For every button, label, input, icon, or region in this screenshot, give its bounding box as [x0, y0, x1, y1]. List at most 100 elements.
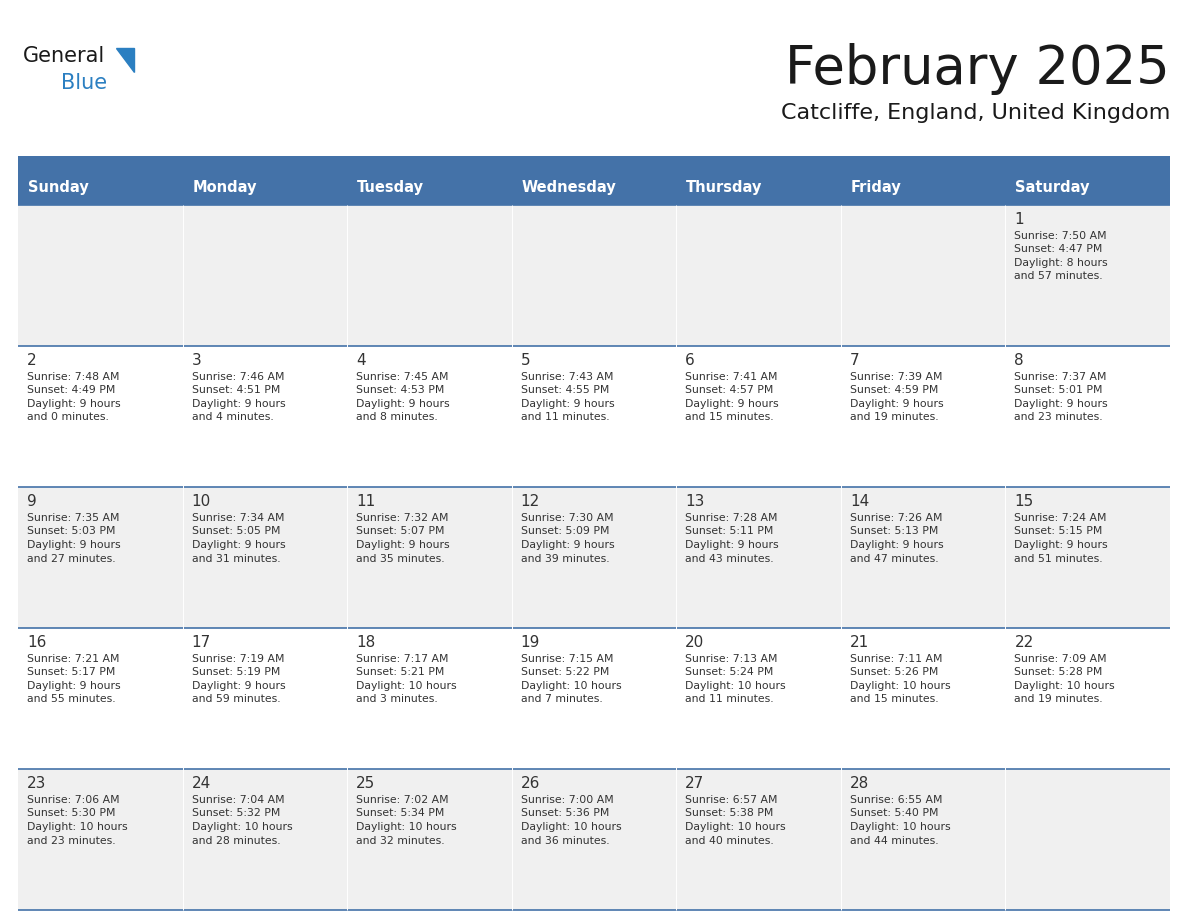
Text: Sunset: 5:05 PM: Sunset: 5:05 PM: [191, 527, 280, 536]
Text: 6: 6: [685, 353, 695, 368]
Text: Sunrise: 7:41 AM: Sunrise: 7:41 AM: [685, 372, 778, 382]
Text: Sunrise: 7:11 AM: Sunrise: 7:11 AM: [849, 654, 942, 664]
Bar: [18, 156, 1170, 170]
Text: 8: 8: [1015, 353, 1024, 368]
Text: Sunrise: 7:09 AM: Sunrise: 7:09 AM: [1015, 654, 1107, 664]
Text: Sunrise: 7:15 AM: Sunrise: 7:15 AM: [520, 654, 613, 664]
Text: 24: 24: [191, 776, 210, 791]
Text: and 19 minutes.: and 19 minutes.: [1015, 695, 1102, 704]
Text: Daylight: 9 hours: Daylight: 9 hours: [520, 540, 614, 550]
Text: Daylight: 9 hours: Daylight: 9 hours: [191, 399, 285, 409]
Bar: [841, 769, 1005, 910]
Text: and 4 minutes.: and 4 minutes.: [191, 412, 273, 422]
Text: Daylight: 10 hours: Daylight: 10 hours: [685, 681, 786, 691]
Bar: [183, 487, 347, 628]
Text: Daylight: 9 hours: Daylight: 9 hours: [27, 399, 121, 409]
Text: Sunset: 5:19 PM: Sunset: 5:19 PM: [191, 667, 280, 677]
Text: and 7 minutes.: and 7 minutes.: [520, 695, 602, 704]
Text: Tuesday: Tuesday: [358, 180, 424, 195]
Text: Sunrise: 7:45 AM: Sunrise: 7:45 AM: [356, 372, 449, 382]
Text: Daylight: 10 hours: Daylight: 10 hours: [27, 822, 127, 832]
Bar: [676, 487, 841, 628]
Bar: [347, 346, 512, 487]
Text: Sunset: 5:03 PM: Sunset: 5:03 PM: [27, 527, 115, 536]
Text: Sunrise: 7:00 AM: Sunrise: 7:00 AM: [520, 795, 613, 805]
Text: and 23 minutes.: and 23 minutes.: [1015, 412, 1102, 422]
Text: Monday: Monday: [192, 180, 257, 195]
Text: 4: 4: [356, 353, 366, 368]
Text: and 15 minutes.: and 15 minutes.: [685, 412, 773, 422]
Text: Sunset: 5:21 PM: Sunset: 5:21 PM: [356, 667, 444, 677]
Text: 21: 21: [849, 635, 870, 650]
Text: Sunrise: 7:26 AM: Sunrise: 7:26 AM: [849, 513, 942, 523]
Text: Sunrise: 7:24 AM: Sunrise: 7:24 AM: [1015, 513, 1107, 523]
Text: Sunset: 5:28 PM: Sunset: 5:28 PM: [1015, 667, 1102, 677]
Text: Catcliffe, England, United Kingdom: Catcliffe, England, United Kingdom: [781, 103, 1170, 123]
Text: and 40 minutes.: and 40 minutes.: [685, 835, 775, 845]
Text: Daylight: 9 hours: Daylight: 9 hours: [520, 399, 614, 409]
Text: Sunset: 5:11 PM: Sunset: 5:11 PM: [685, 527, 773, 536]
Text: Sunrise: 7:34 AM: Sunrise: 7:34 AM: [191, 513, 284, 523]
Bar: [347, 170, 512, 205]
Bar: [347, 487, 512, 628]
Bar: [676, 170, 841, 205]
Bar: [18, 769, 183, 910]
Text: and 31 minutes.: and 31 minutes.: [191, 554, 280, 564]
Text: Sunday: Sunday: [29, 180, 89, 195]
Text: 7: 7: [849, 353, 859, 368]
Text: Daylight: 10 hours: Daylight: 10 hours: [356, 681, 456, 691]
Text: 14: 14: [849, 494, 870, 509]
Bar: [512, 346, 676, 487]
Text: 22: 22: [1015, 635, 1034, 650]
Text: Sunrise: 7:32 AM: Sunrise: 7:32 AM: [356, 513, 449, 523]
Text: Sunrise: 7:39 AM: Sunrise: 7:39 AM: [849, 372, 942, 382]
Text: and 15 minutes.: and 15 minutes.: [849, 695, 939, 704]
Text: 26: 26: [520, 776, 541, 791]
Text: 18: 18: [356, 635, 375, 650]
Text: 9: 9: [27, 494, 37, 509]
Bar: [841, 170, 1005, 205]
Text: Sunset: 5:40 PM: Sunset: 5:40 PM: [849, 809, 939, 819]
Text: 5: 5: [520, 353, 530, 368]
Bar: [347, 205, 512, 346]
Text: Sunrise: 7:02 AM: Sunrise: 7:02 AM: [356, 795, 449, 805]
Text: Sunset: 4:53 PM: Sunset: 4:53 PM: [356, 386, 444, 396]
Text: Sunset: 4:59 PM: Sunset: 4:59 PM: [849, 386, 939, 396]
Text: Sunset: 5:15 PM: Sunset: 5:15 PM: [1015, 527, 1102, 536]
Text: 17: 17: [191, 635, 210, 650]
Bar: [676, 205, 841, 346]
Bar: [1005, 628, 1170, 769]
Text: Sunrise: 7:06 AM: Sunrise: 7:06 AM: [27, 795, 120, 805]
Text: Sunset: 5:26 PM: Sunset: 5:26 PM: [849, 667, 939, 677]
Text: Daylight: 9 hours: Daylight: 9 hours: [191, 540, 285, 550]
Text: Daylight: 9 hours: Daylight: 9 hours: [27, 681, 121, 691]
Text: Sunrise: 7:35 AM: Sunrise: 7:35 AM: [27, 513, 120, 523]
Bar: [1005, 769, 1170, 910]
Text: Daylight: 10 hours: Daylight: 10 hours: [191, 822, 292, 832]
Text: and 11 minutes.: and 11 minutes.: [520, 412, 609, 422]
Text: Sunset: 4:57 PM: Sunset: 4:57 PM: [685, 386, 773, 396]
Text: 23: 23: [27, 776, 46, 791]
Text: 12: 12: [520, 494, 541, 509]
Bar: [18, 346, 183, 487]
Text: General: General: [23, 46, 106, 66]
Bar: [1005, 205, 1170, 346]
Text: Saturday: Saturday: [1016, 180, 1089, 195]
Bar: [676, 346, 841, 487]
Text: Daylight: 10 hours: Daylight: 10 hours: [849, 822, 950, 832]
Text: Sunrise: 7:28 AM: Sunrise: 7:28 AM: [685, 513, 778, 523]
Text: Sunrise: 7:30 AM: Sunrise: 7:30 AM: [520, 513, 613, 523]
Bar: [676, 628, 841, 769]
Text: Sunset: 5:38 PM: Sunset: 5:38 PM: [685, 809, 773, 819]
Bar: [18, 487, 183, 628]
Text: 19: 19: [520, 635, 541, 650]
Text: Sunrise: 7:37 AM: Sunrise: 7:37 AM: [1015, 372, 1107, 382]
Bar: [18, 170, 183, 205]
Text: Sunrise: 7:13 AM: Sunrise: 7:13 AM: [685, 654, 778, 664]
Text: Daylight: 8 hours: Daylight: 8 hours: [1015, 258, 1108, 268]
Text: 27: 27: [685, 776, 704, 791]
Text: 11: 11: [356, 494, 375, 509]
Text: Sunset: 5:32 PM: Sunset: 5:32 PM: [191, 809, 280, 819]
Text: Sunset: 5:24 PM: Sunset: 5:24 PM: [685, 667, 773, 677]
Text: Wednesday: Wednesday: [522, 180, 617, 195]
